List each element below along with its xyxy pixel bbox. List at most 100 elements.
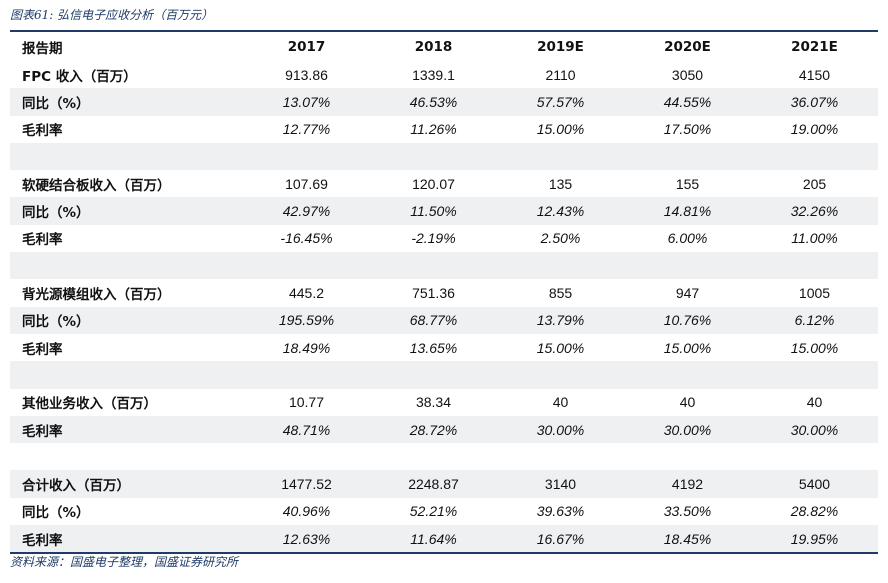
header-year: 2018 bbox=[414, 38, 453, 55]
cell-value: 1005 bbox=[798, 285, 831, 302]
table-row: FPC 收入（百万） 913.86 1339.1 2110 3050 4150 bbox=[10, 61, 878, 88]
cell-value: 32.26% bbox=[751, 197, 878, 225]
cell-value bbox=[751, 443, 878, 470]
table-row: 毛利率 12.63% 11.64% 16.67% 18.45% 19.95% bbox=[10, 525, 878, 553]
cell-value: 36.07% bbox=[751, 88, 878, 116]
source-note: 资料来源：国盛电子整理，国盛证券研究所 bbox=[10, 555, 239, 569]
cell-value: 3140 bbox=[497, 470, 624, 498]
cell-value: 947 bbox=[675, 285, 700, 302]
row-label: 合计收入（百万） bbox=[10, 470, 243, 498]
table-top-rule bbox=[10, 30, 878, 32]
table-row: 同比（%） 40.96% 52.21% 39.63% 33.50% 28.82% bbox=[10, 498, 878, 525]
spacer-row bbox=[10, 142, 878, 171]
cell-value: 57.57% bbox=[497, 88, 624, 116]
table-row: 其他业务收入（百万） 10.77 38.34 40 40 40 bbox=[10, 389, 878, 416]
row-label bbox=[10, 252, 243, 280]
row-label bbox=[10, 443, 243, 470]
figure-title: 图表61: 弘信电子应收分析（百万元） bbox=[10, 8, 214, 22]
cell-value: 12.43% bbox=[497, 197, 624, 225]
cell-value: 11.64% bbox=[370, 525, 497, 553]
cell-value: 19.95% bbox=[751, 525, 878, 553]
table-row: 同比（%） 13.07% 46.53% 57.57% 44.55% 36.07% bbox=[10, 88, 878, 116]
table-row: 毛利率 12.77% 11.26% 15.00% 17.50% 19.00% bbox=[10, 116, 878, 143]
header-year: 2021E bbox=[791, 38, 838, 55]
cell-value: 1477.52 bbox=[243, 470, 370, 498]
cell-value bbox=[624, 142, 751, 171]
cell-value: 42.97% bbox=[243, 197, 370, 225]
cell-value bbox=[497, 252, 624, 280]
cell-value bbox=[751, 252, 878, 280]
spacer-row bbox=[10, 443, 878, 470]
financial-table-container: 报告期 2017 2018 2019E 2020E 2021E FPC 收入（百… bbox=[10, 30, 878, 555]
cell-value: 14.81% bbox=[624, 197, 751, 225]
header-year: 2020E bbox=[664, 38, 711, 55]
cell-value: 445.2 bbox=[288, 285, 325, 302]
cell-value: 48.71% bbox=[243, 415, 370, 444]
cell-value: 40 bbox=[806, 394, 823, 411]
row-label: FPC 收入（百万） bbox=[22, 68, 137, 85]
cell-value bbox=[497, 142, 624, 171]
row-label: 同比（%） bbox=[10, 306, 243, 334]
cell-value: 30.00% bbox=[624, 415, 751, 444]
cell-value: 13.79% bbox=[497, 306, 624, 334]
cell-value: 11.50% bbox=[370, 197, 497, 225]
cell-value: 5400 bbox=[751, 470, 878, 498]
cell-value: 2248.87 bbox=[370, 470, 497, 498]
row-label: 毛利率 bbox=[22, 123, 63, 140]
cell-value: 6.12% bbox=[751, 306, 878, 334]
cell-value: 10.77 bbox=[288, 394, 325, 411]
cell-value: 10.76% bbox=[624, 306, 751, 334]
cell-value bbox=[497, 361, 624, 389]
cell-value: 15.00% bbox=[790, 339, 839, 356]
cell-value bbox=[370, 252, 497, 280]
cell-value bbox=[624, 361, 751, 389]
spacer-row bbox=[10, 361, 878, 389]
row-label: 毛利率 bbox=[22, 341, 63, 358]
row-label: 背光源模组收入（百万） bbox=[22, 287, 171, 304]
table-row: 毛利率 48.71% 28.72% 30.00% 30.00% 30.00% bbox=[10, 415, 878, 444]
cell-value: 17.50% bbox=[663, 121, 712, 138]
cell-value: 4192 bbox=[624, 470, 751, 498]
cell-value: 40 bbox=[552, 394, 569, 411]
cell-value bbox=[243, 142, 370, 171]
cell-value: 751.36 bbox=[412, 285, 455, 302]
cell-value: 30.00% bbox=[497, 415, 624, 444]
table-row: 同比（%） 195.59% 68.77% 13.79% 10.76% 6.12% bbox=[10, 306, 878, 334]
cell-value bbox=[624, 443, 751, 470]
cell-value: 15.00% bbox=[663, 339, 712, 356]
cell-value bbox=[624, 252, 751, 280]
cell-value: 155 bbox=[675, 175, 700, 192]
cell-value: 120.07 bbox=[412, 175, 455, 192]
cell-value: 1339.1 bbox=[412, 66, 455, 83]
header-year: 2017 bbox=[287, 38, 326, 55]
cell-value: 39.63% bbox=[536, 503, 585, 520]
cell-value: 4150 bbox=[798, 66, 831, 83]
cell-value: 11.26% bbox=[410, 121, 457, 138]
cell-value: 40 bbox=[679, 394, 696, 411]
header-year: 2019E bbox=[537, 38, 584, 55]
cell-value: 13.65% bbox=[409, 339, 458, 356]
row-label bbox=[10, 361, 243, 389]
table-bottom-rule bbox=[10, 552, 878, 555]
cell-value bbox=[243, 252, 370, 280]
cell-value bbox=[243, 443, 370, 470]
cell-value: 12.63% bbox=[243, 525, 370, 553]
row-label: 毛利率 bbox=[10, 525, 243, 553]
cell-value bbox=[243, 361, 370, 389]
cell-value: 107.69 bbox=[285, 175, 328, 192]
cell-value: 913.86 bbox=[285, 66, 328, 83]
spacer-row bbox=[10, 252, 878, 280]
cell-value bbox=[751, 142, 878, 171]
row-label bbox=[10, 142, 243, 171]
cell-value: 28.72% bbox=[370, 415, 497, 444]
table-row: 毛利率 -16.45% -2.19% 2.50% 6.00% 11.00% bbox=[10, 225, 878, 252]
cell-value bbox=[370, 142, 497, 171]
cell-value: 38.34 bbox=[415, 394, 452, 411]
table-row: 同比（%） 42.97% 11.50% 12.43% 14.81% 32.26% bbox=[10, 197, 878, 225]
cell-value bbox=[370, 361, 497, 389]
cell-value: 40.96% bbox=[282, 503, 331, 520]
revenue-analysis-table: 报告期 2017 2018 2019E 2020E 2021E FPC 收入（百… bbox=[10, 32, 878, 553]
table-row: 合计收入（百万） 1477.52 2248.87 3140 4192 5400 bbox=[10, 470, 878, 498]
cell-value bbox=[370, 443, 497, 470]
row-label: 毛利率 bbox=[22, 232, 63, 249]
